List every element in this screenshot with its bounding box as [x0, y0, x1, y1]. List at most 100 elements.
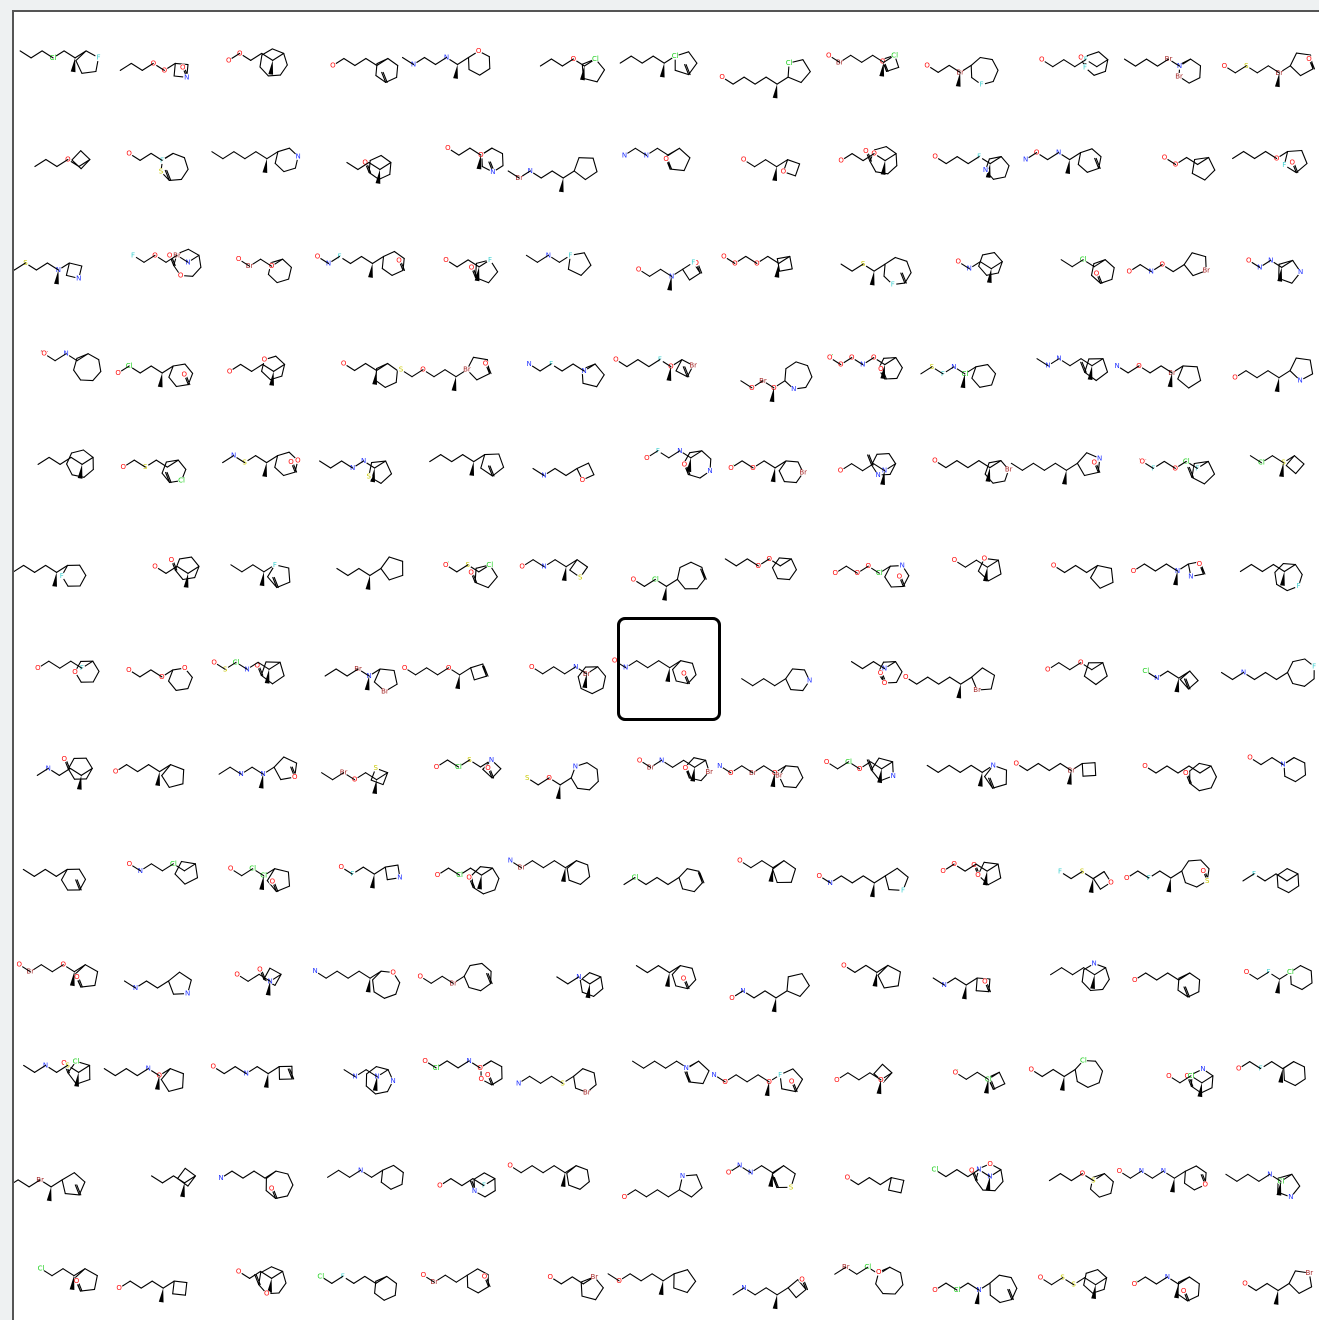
molecule-cell-r13-c7[interactable]: O — [607, 1230, 725, 1320]
molecule-cell-r5-c13[interactable]: S Cl — [1232, 418, 1319, 520]
molecule-cell-r4-c12[interactable]: Br O N — [1112, 317, 1233, 419]
molecule-cell-r4-c2[interactable]: O Cl O — [114, 317, 218, 419]
molecule-cell-r1-c8[interactable]: O Cl — [717, 12, 827, 114]
molecule-cell-r12-c5[interactable]: FOON — [420, 1129, 522, 1231]
molecule-cell-r7-c8[interactable]: N — [725, 621, 827, 723]
molecule-cell-r2-c4[interactable]: O — [319, 114, 421, 216]
molecule-cell-r10-c1[interactable]: O O Br O — [14, 926, 116, 1028]
molecule-cell-r4-c5[interactable]: O O S Br — [397, 317, 522, 419]
molecule-cell-r4-c3[interactable]: SOO — [217, 317, 319, 419]
molecule-cell-r13-c9[interactable]: Cl Br O — [826, 1230, 928, 1320]
molecule-cell-r4-c4[interactable]: O — [319, 317, 421, 419]
molecule-cell-r4-c13[interactable]: NON — [1231, 317, 1319, 419]
molecule-cell-r9-c5[interactable]: O Cl O — [420, 824, 522, 926]
molecule-cell-r10-c12[interactable]: O — [1130, 926, 1233, 1028]
molecule-cell-r10-c8[interactable]: NNO — [725, 926, 827, 1028]
molecule-cell-r13-c3[interactable]: NOO — [217, 1230, 319, 1320]
molecule-cell-r11-c8[interactable]: OOONF — [709, 1027, 827, 1129]
molecule-cell-r3-c2[interactable]: O N Br O F O — [116, 215, 218, 317]
molecule-cell-r4-c7[interactable]: O F O Br — [612, 317, 725, 419]
molecule-cell-r12-c6[interactable]: O — [505, 1129, 624, 1231]
molecule-cell-r6-c1[interactable]: NF — [14, 520, 116, 622]
molecule-cell-r12-c1[interactable]: Br O — [14, 1129, 116, 1231]
molecule-cell-r13-c10[interactable]: N Cl O — [928, 1230, 1030, 1320]
molecule-cell-r10-c13[interactable]: F O Cl — [1232, 926, 1319, 1028]
molecule-cell-r12-c13[interactable]: Cl N N — [1225, 1129, 1319, 1231]
molecule-cell-r10-c11[interactable]: N — [1029, 926, 1131, 1028]
molecule-cell-r7-c10[interactable]: O Br — [901, 621, 1030, 723]
molecule-cell-r1-c7[interactable]: Cl — [619, 12, 725, 114]
molecule-cell-r9-c6[interactable]: Br N — [506, 824, 624, 926]
molecule-cell-r10-c6[interactable]: N — [522, 926, 624, 1028]
molecule-cell-r7-c11[interactable]: OFO — [1029, 621, 1131, 723]
molecule-cell-r2-c3[interactable]: N — [211, 114, 319, 216]
molecule-cell-r6-c11[interactable]: O — [1029, 520, 1131, 622]
molecule-cell-r1-c10[interactable]: Br O F — [923, 12, 1030, 114]
molecule-cell-r13-c2[interactable]: SO — [115, 1230, 218, 1320]
molecule-cell-r8-c4[interactable]: O Br S — [319, 723, 421, 825]
molecule-cell-r2-c6[interactable]: N Br — [507, 114, 624, 216]
molecule-cell-r6-c4[interactable] — [319, 520, 421, 622]
molecule-cell-r3-c3[interactable]: O Br O — [217, 215, 319, 317]
molecule-cell-r2-c1[interactable]: O — [14, 114, 116, 216]
molecule-cell-r2-c2[interactable]: FNOS — [116, 114, 218, 216]
molecule-cell-r11-c6[interactable]: S N Br — [514, 1027, 624, 1129]
molecule-cell-r9-c1[interactable] — [14, 824, 116, 926]
molecule-cell-r9-c8[interactable]: O — [725, 824, 827, 926]
molecule-cell-r5-c2[interactable]: S O Cl — [116, 418, 218, 520]
molecule-cell-r12-c10[interactable]: O N N Cl O — [928, 1129, 1030, 1231]
molecule-cell-r13-c4[interactable]: F Cl — [316, 1230, 421, 1320]
molecule-cell-r13-c13[interactable]: O Br — [1232, 1230, 1319, 1320]
molecule-cell-r9-c3[interactable]: O Cl Cl O — [217, 824, 319, 926]
molecule-cell-r1-c12[interactable]: N Br Br — [1123, 12, 1233, 114]
molecule-cell-r7-c2[interactable]: O O O — [116, 621, 218, 723]
molecule-cell-r6-c9[interactable]: O Cl O O O N — [826, 520, 928, 622]
molecule-cell-r12-c2[interactable] — [116, 1129, 218, 1231]
molecule-cell-r10-c9[interactable]: NO — [826, 926, 928, 1028]
molecule-cell-r7-c3[interactable]: O N Cl S O — [210, 621, 319, 723]
molecule-cell-r7-c4[interactable]: N Br Br — [319, 621, 421, 723]
molecule-cell-r5-c12[interactable]: FClOFBrO — [1131, 418, 1233, 520]
